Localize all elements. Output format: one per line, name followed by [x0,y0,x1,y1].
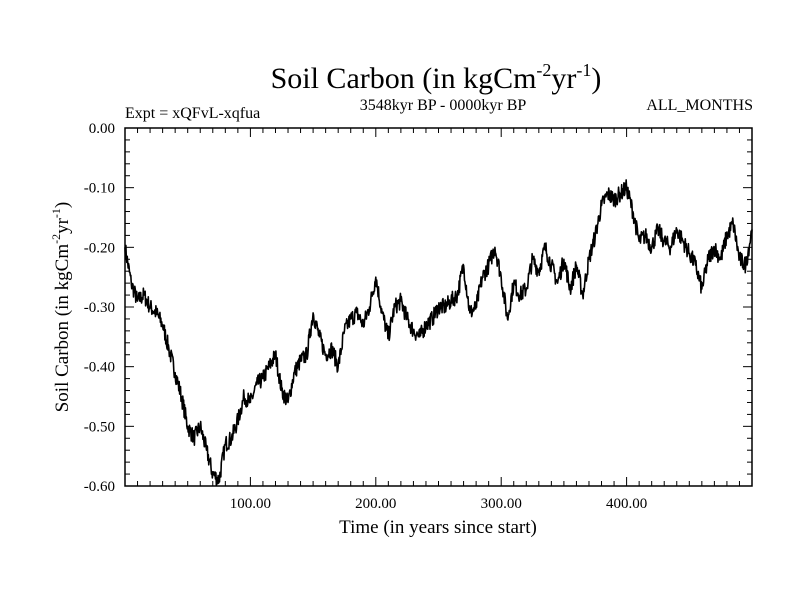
x-tick-label: 400.00 [606,496,647,512]
ylabel-main: Soil Carbon (in kgCm [52,244,73,413]
ylabel-sup2: -1 [49,208,63,218]
y-tick-label: -0.20 [84,240,115,256]
subtitle-center: 3548kyr BP - 0000kyr BP [360,97,527,114]
chart-title: Soil Carbon (in kgCm-2yr-1) [271,60,602,95]
series-group [124,179,753,487]
y-tick-label: -0.60 [84,479,115,495]
subtitle-left: Expt = xQFvL-xqfua [125,105,260,122]
title-mid: yr [551,62,576,95]
ylabel-end: ) [52,202,73,208]
y-tick-label: -0.40 [84,360,115,376]
title-main: Soil Carbon (in kgCm [271,62,537,95]
ylabel-sup1: -2 [49,234,63,244]
y-tick-label: -0.10 [84,181,115,197]
title-end: ) [591,62,601,95]
y-axis-label: Soil Carbon (in kgCm-2yr-1) [49,202,73,413]
x-tick-label: 300.00 [481,496,522,512]
y-axis-ticks: 0.00 -0.10 -0.20 -0.30 -0.40 -0.50 -0.60 [84,121,752,495]
series-line-soil-carbon [124,179,753,487]
x-axis-ticks: 100.00 200.00 300.00 400.00 [137,128,740,512]
x-tick-label: 200.00 [355,496,396,512]
x-tick-label: 100.00 [230,496,271,512]
y-tick-label: -0.50 [84,419,115,435]
y-tick-label: 0.00 [89,121,115,137]
x-axis-label: Time (in years since start) [339,517,537,538]
subtitle-right: ALL_MONTHS [646,97,753,114]
y-tick-label: -0.30 [84,300,115,316]
title-sup2: -1 [576,60,591,80]
title-sup1: -2 [536,60,551,80]
ylabel-mid: yr [52,217,73,234]
